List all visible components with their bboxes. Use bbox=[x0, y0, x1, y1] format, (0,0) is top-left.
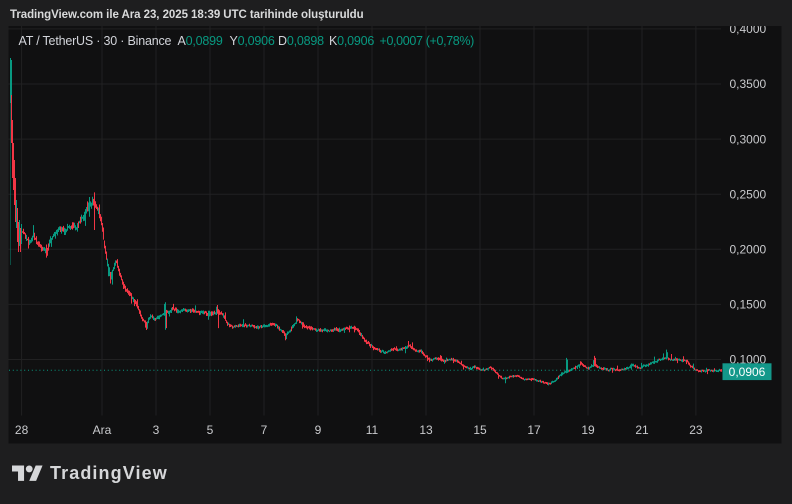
svg-text:0,3000: 0,3000 bbox=[730, 132, 767, 146]
svg-text:0,4000: 0,4000 bbox=[730, 22, 767, 36]
svg-text:28: 28 bbox=[15, 423, 29, 437]
svg-text:9: 9 bbox=[315, 423, 322, 437]
svg-text:19: 19 bbox=[581, 423, 595, 437]
svg-text:21: 21 bbox=[635, 423, 649, 437]
svg-text:13: 13 bbox=[419, 423, 433, 437]
svg-text:11: 11 bbox=[366, 423, 379, 437]
svg-text:0,3500: 0,3500 bbox=[730, 77, 767, 91]
svg-text:23: 23 bbox=[689, 423, 703, 437]
svg-text:0,1000: 0,1000 bbox=[730, 353, 767, 367]
svg-text:7: 7 bbox=[261, 423, 268, 437]
svg-text:Ara: Ara bbox=[93, 423, 112, 437]
svg-text:5: 5 bbox=[207, 423, 214, 437]
svg-text:0,2000: 0,2000 bbox=[730, 243, 767, 257]
svg-text:17: 17 bbox=[527, 423, 541, 437]
svg-text:3: 3 bbox=[153, 423, 160, 437]
svg-text:0,0906: 0,0906 bbox=[729, 365, 766, 379]
svg-text:0,2500: 0,2500 bbox=[730, 187, 767, 201]
svg-text:0,1500: 0,1500 bbox=[730, 298, 767, 312]
svg-text:15: 15 bbox=[473, 423, 487, 437]
